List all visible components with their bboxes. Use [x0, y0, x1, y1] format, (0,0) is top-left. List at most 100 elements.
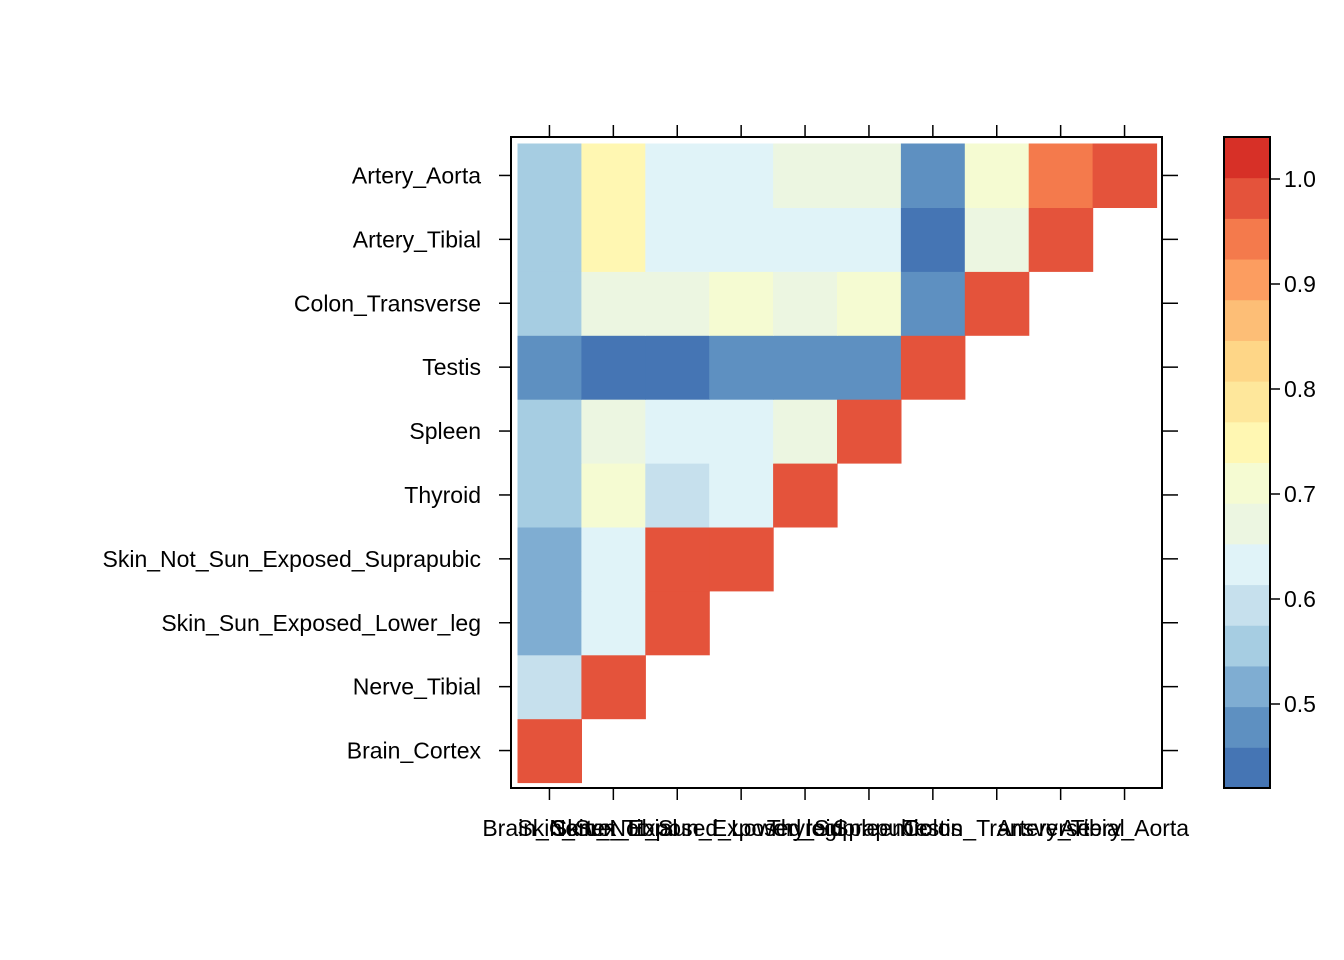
- cell-nerve-tibial-nerve-tibial: [581, 654, 646, 720]
- colorbar-segment: [1224, 299, 1270, 341]
- colorbar-tick-label: 1.0: [1284, 166, 1316, 192]
- heatmap-cells: [517, 143, 1158, 784]
- cell-spleen-brain-cortex: [517, 399, 582, 464]
- cell-artery-aorta-thyroid: [773, 143, 838, 208]
- cell-skin-not-sun-exposed-suprapubic-brain-cortex: [517, 526, 582, 592]
- y-label-colon-transverse: Colon_Transverse: [294, 290, 481, 316]
- cell-skin-sun-exposed-lower-leg-brain-cortex: [517, 590, 582, 656]
- colorbar-tick-label: 0.5: [1284, 691, 1316, 717]
- cell-skin-not-sun-exposed-suprapubic-skin-sun-exposed-lower-leg: [645, 526, 710, 592]
- cell-testis-brain-cortex: [517, 335, 582, 400]
- cell-artery-tibial-testis: [900, 207, 966, 272]
- x-label-thyroid: Thyroid: [767, 815, 844, 841]
- y-label-skin-not-sun-exposed-suprapubic: Skin_Not_Sun_Exposed_Suprapubic: [103, 546, 482, 572]
- cell-colon-transverse-colon-transverse: [964, 271, 1030, 336]
- colorbar-frame: [1223, 136, 1271, 789]
- x-label-spleen: Spleen: [833, 815, 905, 841]
- axis-ticks: [499, 125, 1178, 800]
- cell-artery-tibial-brain-cortex: [517, 207, 582, 272]
- cell-artery-tibial-spleen: [837, 207, 902, 272]
- cell-artery-aorta-artery-tibial: [1028, 143, 1094, 208]
- cell-brain-cortex-brain-cortex: [517, 718, 582, 784]
- x-label-skin-not-sun-exposed-suprapubic: Skin_Not_Sun_Exposed_Suprapubic: [552, 815, 931, 841]
- cell-artery-aorta-testis: [900, 143, 966, 208]
- y-label-nerve-tibial: Nerve_Tibial: [353, 674, 481, 700]
- cell-testis-thyroid: [773, 335, 838, 400]
- cell-artery-tibial-colon-transverse: [964, 207, 1030, 272]
- colorbar-segment: [1224, 218, 1270, 260]
- colorbar-segment: [1224, 665, 1270, 708]
- cell-spleen-skin-sun-exposed-lower-leg: [645, 399, 710, 464]
- cell-skin-not-sun-exposed-suprapubic-nerve-tibial: [581, 526, 646, 592]
- cell-artery-tibial-skin-sun-exposed-lower-leg: [645, 207, 710, 272]
- x-label-colon-transverse: Colon_Transverse: [903, 815, 1090, 841]
- cell-artery-tibial-skin-not-sun-exposed-suprapubic: [709, 207, 774, 272]
- colorbar-segment: [1224, 503, 1270, 545]
- cell-thyroid-thyroid: [773, 463, 838, 528]
- colorbar-segment: [1224, 340, 1270, 382]
- y-label-artery-aorta: Artery_Aorta: [352, 162, 481, 188]
- x-label-nerve-tibial: Nerve_Tibial: [549, 815, 677, 841]
- cell-artery-aorta-artery-aorta: [1092, 143, 1158, 208]
- y-label-brain-cortex: Brain_Cortex: [347, 738, 482, 764]
- colorbar: 0.5 0.6 0.7 0.8 0.9 1.0: [1223, 136, 1316, 789]
- cell-nerve-tibial-brain-cortex: [517, 654, 582, 720]
- cell-skin-sun-exposed-lower-leg-nerve-tibial: [581, 590, 646, 656]
- cell-artery-aorta-spleen: [837, 143, 902, 208]
- cell-colon-transverse-nerve-tibial: [581, 271, 646, 336]
- cell-testis-testis: [900, 335, 966, 400]
- colorbar-segment: [1224, 259, 1270, 301]
- y-tick-labels: Brain_Cortex Nerve_Tibial Skin_Sun_Exposed…: [103, 162, 482, 763]
- cell-artery-aorta-nerve-tibial: [581, 143, 646, 208]
- cell-spleen-spleen: [837, 399, 902, 464]
- cell-artery-aorta-colon-transverse: [964, 143, 1030, 208]
- cell-testis-skin-sun-exposed-lower-leg: [645, 335, 710, 400]
- y-label-testis: Testis: [422, 354, 481, 380]
- cell-colon-transverse-brain-cortex: [517, 271, 582, 336]
- colorbar-segment: [1224, 584, 1270, 626]
- cell-thyroid-skin-not-sun-exposed-suprapubic: [709, 463, 774, 528]
- x-label-skin-sun-exposed-lower-leg: Skin_Sun_Exposed_Lower_leg: [517, 815, 837, 841]
- colorbar-segment: [1224, 421, 1270, 463]
- cell-spleen-nerve-tibial: [581, 399, 646, 464]
- cell-artery-tibial-thyroid: [773, 207, 838, 272]
- colorbar-tick-label: 0.7: [1284, 481, 1316, 507]
- cell-thyroid-nerve-tibial: [581, 463, 646, 528]
- x-label-artery-tibial: Artery_Tibial: [997, 815, 1125, 841]
- cell-colon-transverse-spleen: [837, 271, 902, 336]
- x-label-brain-cortex: Brain_Cortex: [482, 815, 617, 841]
- cell-artery-aorta-skin-not-sun-exposed-suprapubic: [709, 143, 774, 208]
- cell-testis-nerve-tibial: [581, 335, 646, 400]
- cell-skin-sun-exposed-lower-leg-skin-sun-exposed-lower-leg: [645, 590, 710, 656]
- cell-spleen-skin-not-sun-exposed-suprapubic: [709, 399, 774, 464]
- cell-skin-not-sun-exposed-suprapubic-skin-not-sun-exposed-suprapubic: [709, 526, 774, 592]
- y-label-skin-sun-exposed-lower-leg: Skin_Sun_Exposed_Lower_leg: [161, 610, 481, 636]
- y-label-artery-tibial: Artery_Tibial: [353, 226, 481, 252]
- y-label-thyroid: Thyroid: [404, 482, 481, 508]
- colorbar-segment: [1224, 747, 1270, 789]
- cell-artery-aorta-brain-cortex: [517, 143, 582, 208]
- y-label-spleen: Spleen: [409, 418, 481, 444]
- cell-thyroid-skin-sun-exposed-lower-leg: [645, 463, 710, 528]
- colorbar-segment: [1224, 137, 1270, 179]
- x-tick-labels: Brain_CortexNerve_TibialSkin_Sun_Exposed…: [482, 815, 1189, 841]
- cell-artery-aorta-skin-sun-exposed-lower-leg: [645, 143, 710, 208]
- cell-colon-transverse-skin-not-sun-exposed-suprapubic: [709, 271, 774, 336]
- colorbar-segment: [1224, 543, 1270, 586]
- x-label-testis: Testis: [903, 815, 962, 841]
- cell-testis-spleen: [837, 335, 902, 400]
- cell-colon-transverse-skin-sun-exposed-lower-leg: [645, 271, 710, 336]
- colorbar-segment: [1224, 462, 1270, 504]
- cell-spleen-thyroid: [773, 399, 838, 464]
- cell-colon-transverse-testis: [900, 271, 966, 336]
- cell-testis-skin-not-sun-exposed-suprapubic: [709, 335, 774, 400]
- cell-thyroid-brain-cortex: [517, 463, 582, 528]
- cell-artery-tibial-artery-tibial: [1028, 207, 1094, 272]
- colorbar-tick-label: 0.9: [1284, 271, 1316, 297]
- colorbar-tick-label: 0.8: [1284, 376, 1316, 402]
- plot-frame: [510, 136, 1163, 789]
- colorbar-segment: [1224, 625, 1270, 667]
- colorbar-segment: [1224, 177, 1270, 219]
- cell-colon-transverse-thyroid: [773, 271, 838, 336]
